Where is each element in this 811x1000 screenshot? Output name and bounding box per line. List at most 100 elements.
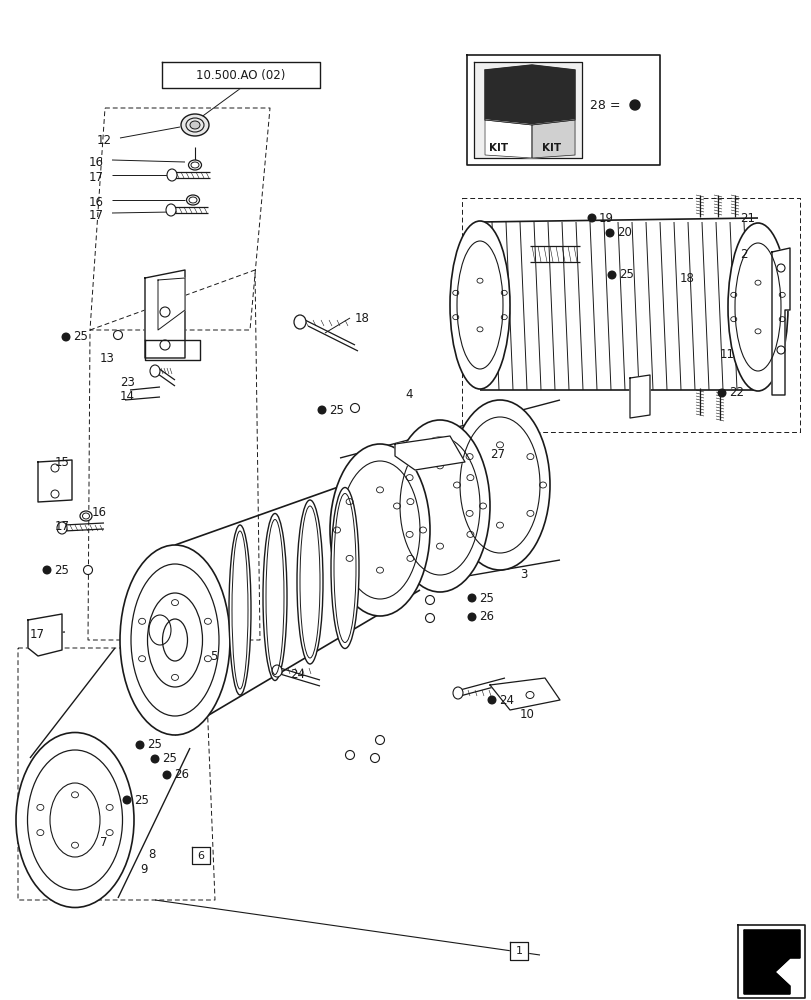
Circle shape [468,594,475,602]
Polygon shape [474,62,581,158]
Polygon shape [162,62,320,88]
Circle shape [151,755,159,763]
Text: 27: 27 [489,448,504,460]
Circle shape [163,771,170,779]
Text: 16: 16 [89,156,104,169]
Polygon shape [145,340,200,360]
Ellipse shape [120,545,230,735]
Polygon shape [191,847,210,864]
Ellipse shape [389,420,489,592]
Polygon shape [466,55,659,165]
Text: 26: 26 [174,768,189,782]
Ellipse shape [375,735,384,744]
Ellipse shape [734,243,780,371]
Polygon shape [38,460,72,502]
Ellipse shape [187,195,200,205]
Text: 14: 14 [120,389,135,402]
Circle shape [43,566,51,574]
Polygon shape [28,614,62,656]
Text: 25: 25 [147,738,161,752]
Circle shape [717,389,725,397]
Polygon shape [531,120,574,158]
Text: 17: 17 [55,520,70,534]
Polygon shape [509,942,527,960]
Polygon shape [737,925,804,998]
Ellipse shape [449,221,509,389]
Ellipse shape [16,732,134,907]
Circle shape [123,796,131,804]
Ellipse shape [162,619,187,661]
Ellipse shape [181,114,208,136]
Circle shape [487,696,496,704]
Ellipse shape [50,783,100,857]
Text: 9: 9 [139,863,148,876]
Ellipse shape [345,750,354,760]
Text: 25: 25 [618,268,633,282]
Circle shape [606,229,613,237]
Ellipse shape [167,169,177,181]
Ellipse shape [453,687,462,699]
Ellipse shape [148,593,202,687]
Text: 10: 10 [519,708,534,720]
Ellipse shape [294,315,306,329]
Text: 28 =: 28 = [590,99,620,112]
Polygon shape [629,375,649,418]
Ellipse shape [165,204,176,216]
Ellipse shape [57,522,67,534]
Text: 25: 25 [54,564,69,576]
Ellipse shape [131,564,219,716]
Ellipse shape [329,444,430,616]
Ellipse shape [263,514,286,680]
Text: 17: 17 [30,628,45,642]
Text: 10.500.AO (02): 10.500.AO (02) [196,69,285,82]
Polygon shape [158,278,185,330]
Text: 11: 11 [719,349,734,361]
Circle shape [468,613,475,621]
Ellipse shape [331,488,358,648]
Text: 16: 16 [89,196,104,209]
Ellipse shape [150,365,160,377]
Ellipse shape [80,511,92,521]
Polygon shape [484,65,574,125]
Ellipse shape [370,754,379,762]
Text: 5: 5 [210,650,217,662]
Text: 15: 15 [55,456,70,468]
Text: 13: 13 [100,352,114,364]
Ellipse shape [449,400,549,570]
Text: KIT: KIT [489,143,508,153]
Text: 18: 18 [354,312,370,324]
Text: 6: 6 [197,851,204,861]
Text: 8: 8 [148,848,155,861]
Text: 25: 25 [162,752,177,766]
Text: 21: 21 [739,212,754,225]
Text: 24: 24 [290,668,305,680]
Ellipse shape [425,595,434,604]
Ellipse shape [457,241,502,369]
Text: KIT: KIT [542,143,561,153]
Text: 19: 19 [599,212,613,225]
Circle shape [62,333,70,341]
Ellipse shape [297,500,323,664]
Text: 3: 3 [519,568,526,582]
Text: 25: 25 [73,330,88,344]
Text: 17: 17 [89,171,104,184]
Circle shape [607,271,615,279]
Ellipse shape [229,525,251,695]
Circle shape [136,741,144,749]
Polygon shape [489,678,560,710]
Text: 23: 23 [120,375,135,388]
Ellipse shape [727,223,787,391]
Text: 25: 25 [478,591,493,604]
Text: 16: 16 [92,506,107,520]
Polygon shape [394,436,465,470]
Text: 4: 4 [405,388,412,401]
Ellipse shape [425,613,434,622]
Polygon shape [771,248,789,395]
Ellipse shape [28,750,122,890]
Ellipse shape [190,121,200,129]
Text: 18: 18 [679,271,694,284]
Text: 20: 20 [616,227,631,239]
Text: 7: 7 [100,836,107,849]
Ellipse shape [272,665,281,677]
Circle shape [629,100,639,110]
